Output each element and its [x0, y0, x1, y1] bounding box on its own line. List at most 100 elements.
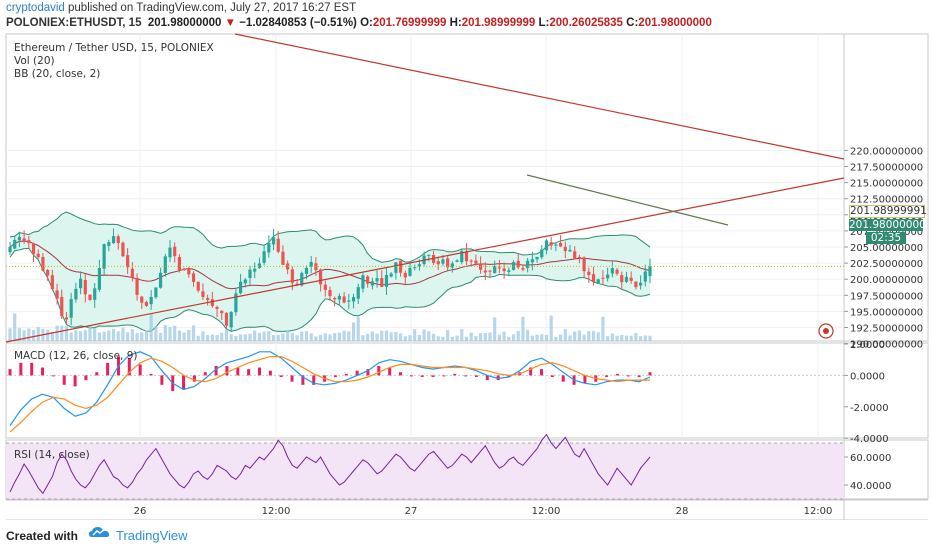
- volume-bar: [337, 332, 342, 341]
- time-tick-label: 12:00: [532, 506, 561, 517]
- candle-body: [234, 293, 238, 313]
- volume-bar: [648, 335, 652, 341]
- volume-legend[interactable]: Vol (20): [14, 55, 55, 67]
- volume-bar: [168, 326, 172, 341]
- macd-histogram-bar: [431, 375, 435, 377]
- macd-histogram-bar: [550, 375, 554, 377]
- symbol-name[interactable]: POLONIEX:ETHUSDT, 15: [6, 17, 142, 29]
- candle-body: [191, 273, 196, 282]
- price-tick-label: 215.00000000: [850, 179, 923, 190]
- time-tick-label: 26: [134, 506, 147, 517]
- price-tick-label: 200.00000000: [850, 275, 923, 286]
- macd-tick-label: -4.0000: [850, 434, 889, 445]
- chart-canvas[interactable]: 190.00000000 192.50000000 195.00000000 197.…: [0, 0, 932, 520]
- candle-body: [271, 237, 276, 245]
- candle-body: [544, 240, 549, 251]
- volume-bar: [262, 331, 266, 341]
- volume-bar: [577, 330, 582, 341]
- candle-body: [215, 306, 219, 309]
- macd-histogram-bar: [30, 362, 34, 376]
- candle-body: [309, 261, 313, 267]
- candle-body: [111, 236, 116, 244]
- candle-body: [582, 257, 586, 272]
- volume-bar: [460, 329, 464, 341]
- volume-bar: [643, 335, 647, 341]
- macd-histogram-bar: [51, 375, 55, 377]
- bb-legend[interactable]: BB (20, close, 2): [14, 68, 101, 80]
- candle-body: [488, 270, 492, 272]
- candle-body: [238, 281, 243, 294]
- macd-histogram-bar: [236, 367, 240, 376]
- candle-body: [521, 267, 525, 270]
- volume-bar: [342, 330, 346, 341]
- candle-body: [601, 277, 605, 279]
- macd-histogram-bar: [225, 365, 229, 376]
- candle-body: [281, 251, 285, 265]
- volume-bar: [587, 330, 591, 341]
- volume-bar: [455, 335, 459, 341]
- volume-bar: [370, 331, 374, 341]
- candle-body: [121, 242, 125, 257]
- candle-body: [361, 275, 365, 289]
- macd-histogram-bar: [106, 362, 110, 376]
- candle-body: [558, 242, 563, 247]
- volume-bar: [502, 331, 506, 341]
- candle-body: [88, 294, 92, 300]
- candle-body: [135, 277, 139, 295]
- volume-bar: [60, 325, 64, 341]
- volume-bar: [629, 335, 633, 341]
- volume-bar: [573, 331, 577, 341]
- price-tick-label: 195.00000000: [850, 307, 923, 318]
- macd-legend[interactable]: MACD (12, 26, close, 9): [14, 350, 138, 362]
- volume-bar: [493, 317, 497, 341]
- candle-body: [526, 260, 530, 269]
- volume-bar: [309, 333, 313, 341]
- author-link[interactable]: cryptodavid: [6, 2, 65, 14]
- macd-histogram-bar: [507, 375, 511, 377]
- candle-body: [450, 263, 454, 268]
- volume-bar: [431, 333, 436, 341]
- tradingview-brand[interactable]: TradingView: [116, 528, 188, 543]
- volume-bar: [535, 334, 539, 341]
- volume-bar: [36, 327, 40, 341]
- volume-bar: [78, 331, 83, 341]
- volume-bar: [563, 329, 567, 341]
- close-label: C:: [626, 17, 639, 29]
- macd-histogram-bar: [268, 370, 272, 376]
- high-label: H:: [449, 17, 462, 29]
- candle-body: [243, 279, 247, 284]
- volume-bar: [229, 334, 233, 341]
- macd-histogram-bar: [648, 372, 652, 376]
- volume-bar: [544, 335, 549, 341]
- volume-bar: [271, 334, 276, 341]
- volume-bar: [436, 336, 440, 341]
- candle-body: [493, 266, 497, 274]
- volume-bar: [31, 329, 36, 341]
- volume-bar: [413, 329, 417, 341]
- candle-body: [417, 264, 422, 267]
- macd-histogram-bar: [561, 375, 565, 382]
- macd-histogram-bar: [366, 369, 370, 376]
- rsi-legend[interactable]: RSI (14, close): [14, 449, 90, 461]
- volume-bar: [93, 328, 97, 341]
- candle-body: [629, 277, 633, 281]
- macd-histogram-bar: [442, 375, 446, 377]
- macd-histogram-bar: [615, 373, 619, 376]
- macd-histogram-bar: [626, 375, 630, 377]
- volume-bar: [394, 331, 398, 341]
- volume-bar: [450, 336, 454, 341]
- macd-histogram-bar: [84, 375, 88, 381]
- macd-histogram-bar: [333, 375, 337, 377]
- candle-body: [577, 256, 582, 258]
- candle-body: [55, 290, 59, 299]
- candle-body: [455, 260, 459, 262]
- candle-body: [50, 275, 54, 290]
- volume-bar: [380, 330, 384, 341]
- main-legend[interactable]: Ethereum / Tether USD, 15, POLONIEX: [14, 42, 214, 54]
- volume-bar: [102, 331, 106, 341]
- volume-bar: [516, 330, 520, 341]
- volume-bar: [464, 336, 469, 341]
- candle-body: [78, 278, 83, 289]
- candle-body: [638, 282, 643, 286]
- candle-body: [634, 281, 638, 288]
